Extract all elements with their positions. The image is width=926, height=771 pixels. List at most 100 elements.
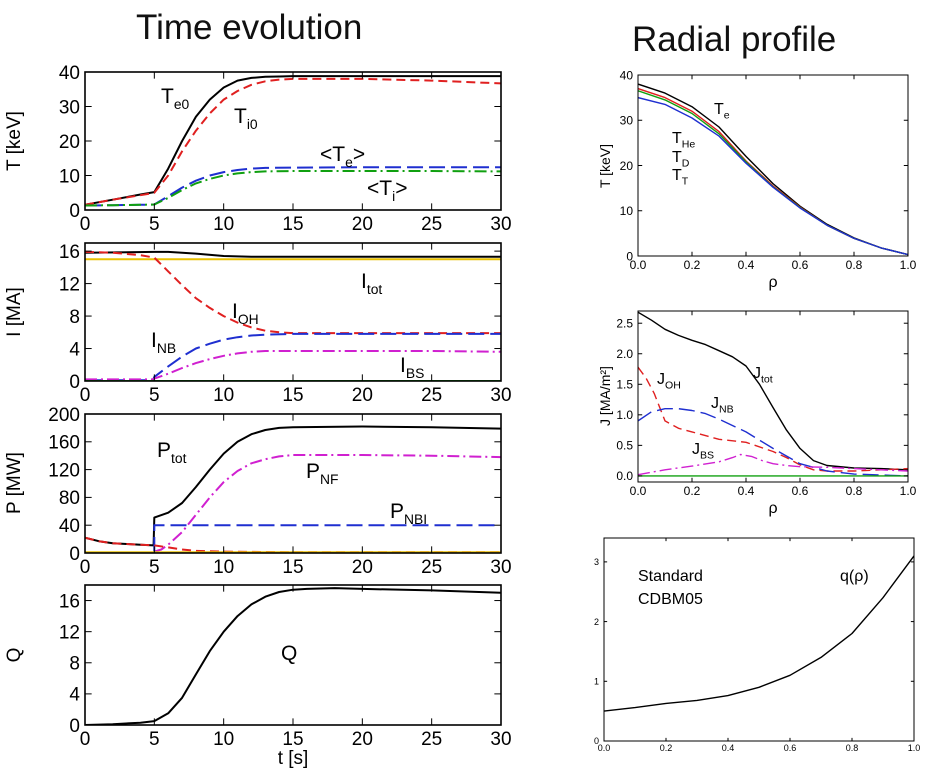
series-ptot-line <box>85 425 501 547</box>
current-radial-frame <box>637 310 909 483</box>
x-tick-label: 20 <box>352 729 373 750</box>
x-tick-label: 0 <box>80 385 91 406</box>
temp-time-frame <box>84 71 502 211</box>
current-radial-annotation: JOH <box>657 371 681 391</box>
temp-radial-chart: 0.0 0.2 0.4 0.6 0.8 1.0 0 10 20 30 40 T [keV] ρ Te THe… <box>597 68 917 291</box>
current-radial-chart: 0.0 0.2 0.4 0.6 0.8 1.0 0.0 0.5 1.0 1.5 2.0 2.5 J [M… <box>597 310 917 517</box>
power-time-y-axis-label: P [MW] <box>4 452 25 514</box>
y-tick-label: 16 <box>59 242 80 263</box>
y-tick-label: 0 <box>69 201 80 222</box>
y-tick-label: 8 <box>69 654 80 675</box>
x-tick-label: 20 <box>352 557 373 578</box>
x-tick-label: 30 <box>490 729 511 750</box>
q-time-y-axis-label: Q <box>4 648 25 663</box>
x-tick-label: 0 <box>80 214 91 235</box>
y-tick-label: 0 <box>69 544 80 565</box>
y-tick-label: 20 <box>59 132 80 153</box>
x-tick-label: 10 <box>213 729 234 750</box>
x-tick-label: 0.8 <box>846 258 863 272</box>
x-tick-label: 0 <box>80 729 91 750</box>
series-jbs-line <box>638 453 908 476</box>
y-tick-label: 10 <box>59 166 80 187</box>
y-tick-label: 2.0 <box>616 347 633 361</box>
x-tick-label: 5 <box>149 729 160 750</box>
y-tick-label: 1.0 <box>616 408 633 422</box>
y-tick-label: 16 <box>59 591 80 612</box>
temp-time-annotation: Te0 <box>161 85 190 112</box>
y-tick-label: 4 <box>69 685 80 706</box>
y-tick-label: 40 <box>59 516 80 537</box>
current-time-frame <box>84 242 502 382</box>
current-time-annotation: INB <box>151 329 176 356</box>
x-tick-label: 15 <box>282 214 303 235</box>
q-time-annotation: Q <box>281 642 297 665</box>
x-tick-label: 10 <box>213 557 234 578</box>
y-tick-label: 0 <box>69 372 80 393</box>
series-ti0-line <box>85 77 501 206</box>
temp-radial-annotation: THe <box>672 130 695 150</box>
x-tick-label: 0.2 <box>684 484 701 498</box>
y-tick-label: 10 <box>620 204 634 218</box>
x-tick-label: 0.0 <box>630 484 647 498</box>
y-tick-label: 200 <box>48 405 80 426</box>
series-q-line <box>604 555 914 712</box>
x-tick-label: 5 <box>149 557 160 578</box>
x-tick-label: 20 <box>352 214 373 235</box>
series-ti-line <box>85 170 501 207</box>
temp-radial-annotation: Te <box>714 101 730 121</box>
x-tick-label: 0.6 <box>792 258 809 272</box>
x-tick-label: 15 <box>282 729 303 750</box>
y-tick-label: 40 <box>620 68 634 82</box>
power-time-annotation: Ptot <box>157 439 187 466</box>
temp-radial-y-axis-label: T [keV] <box>597 144 613 188</box>
series-joh-line <box>638 366 908 472</box>
power-time-annotation: PNBI <box>390 500 427 527</box>
q-radial-annotation: q(ρ) <box>840 568 869 585</box>
y-tick-label: 30 <box>59 97 80 118</box>
y-tick-label: 8 <box>69 307 80 328</box>
series-te-line <box>85 166 501 207</box>
x-tick-label: 5 <box>149 214 160 235</box>
x-tick-label: 30 <box>490 557 511 578</box>
temp-radial-x-axis-label: ρ <box>768 274 777 291</box>
y-tick-label: 0 <box>69 716 80 737</box>
x-tick-label: 20 <box>352 385 373 406</box>
x-tick-label: 1.0 <box>900 258 917 272</box>
x-tick-label: 0 <box>80 557 91 578</box>
radial-profile-heading: Radial profile <box>632 20 837 59</box>
y-tick-label: 120 <box>48 460 80 481</box>
y-tick-label: 1.5 <box>616 378 633 392</box>
x-tick-label: 1.0 <box>908 743 921 753</box>
x-tick-label: 0.8 <box>846 484 863 498</box>
x-tick-label: 0.6 <box>792 484 809 498</box>
x-tick-label: 25 <box>421 385 442 406</box>
q-radial-chart: 0.0 0.2 0.4 0.6 0.8 1.0 0 1 2 3 Standard CDBM05 q(ρ) <box>594 537 921 753</box>
q-time-x-axis-label: t [s] <box>278 748 309 769</box>
y-tick-label: 3 <box>594 557 599 567</box>
series-inb-line <box>85 332 501 381</box>
q-radial-frame <box>603 537 915 742</box>
current-radial-annotation: JBS <box>692 441 714 461</box>
series-pnbi-line <box>153 524 501 553</box>
y-tick-label: 0.5 <box>616 439 633 453</box>
current-radial-y-axis-label: J [MA/m²] <box>597 366 613 426</box>
x-tick-label: 1.0 <box>900 484 917 498</box>
series-tt-line <box>638 96 908 256</box>
series-jnb-line <box>638 408 908 477</box>
x-tick-label: 0.0 <box>598 743 611 753</box>
current-radial-annotation: JNB <box>711 395 734 415</box>
x-tick-label: 15 <box>282 557 303 578</box>
x-tick-label: 15 <box>282 385 303 406</box>
series-jtot-line <box>638 311 908 471</box>
y-tick-label: 20 <box>620 159 634 173</box>
series-te0-line <box>85 75 501 206</box>
y-tick-label: 0.0 <box>616 469 633 483</box>
x-tick-label: 0.6 <box>784 743 797 753</box>
x-tick-label: 0.2 <box>684 258 701 272</box>
series-itot-line <box>85 250 501 258</box>
temp-radial-annotation: TT <box>672 167 689 187</box>
y-tick-label: 2.5 <box>616 317 633 331</box>
x-tick-label: 0.0 <box>630 258 647 272</box>
y-tick-label: 80 <box>59 488 80 509</box>
